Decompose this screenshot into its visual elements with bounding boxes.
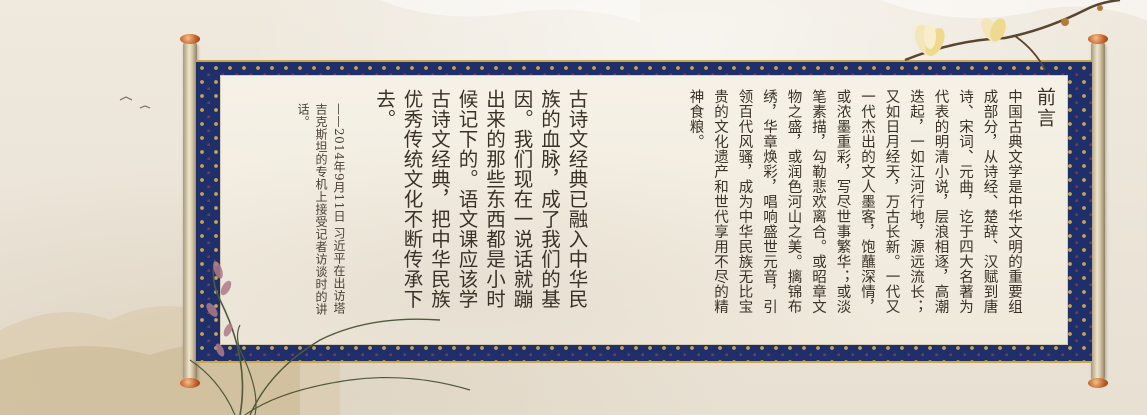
quote-attribution: ——2014年9月11日 习近平在出访塔吉克斯坦的专机上接受记者访谈时的讲话。 <box>296 103 346 316</box>
scroll-paper: 前言 中国古典文学是中华文明的重要组成部分，从诗经、楚辞、汉赋到唐诗、宋词、元曲… <box>220 75 1068 345</box>
scroll-roller-left <box>180 34 200 388</box>
quote-text: 古诗文经典已融入中华民族的血脉，成了我们的基因。我们现在一说话就蹦出来的那些东西… <box>372 89 589 309</box>
preface-title: 前言 <box>1034 87 1056 129</box>
preface-body: 中国古典文学是中华文明的重要组成部分，从诗经、楚辞、汉赋到唐诗、宋词、元曲，讫于… <box>687 89 1023 314</box>
orchid-illustration <box>189 259 471 415</box>
magnolia-branch-illustration <box>904 0 1121 71</box>
scroll-roller-right <box>1088 34 1108 388</box>
